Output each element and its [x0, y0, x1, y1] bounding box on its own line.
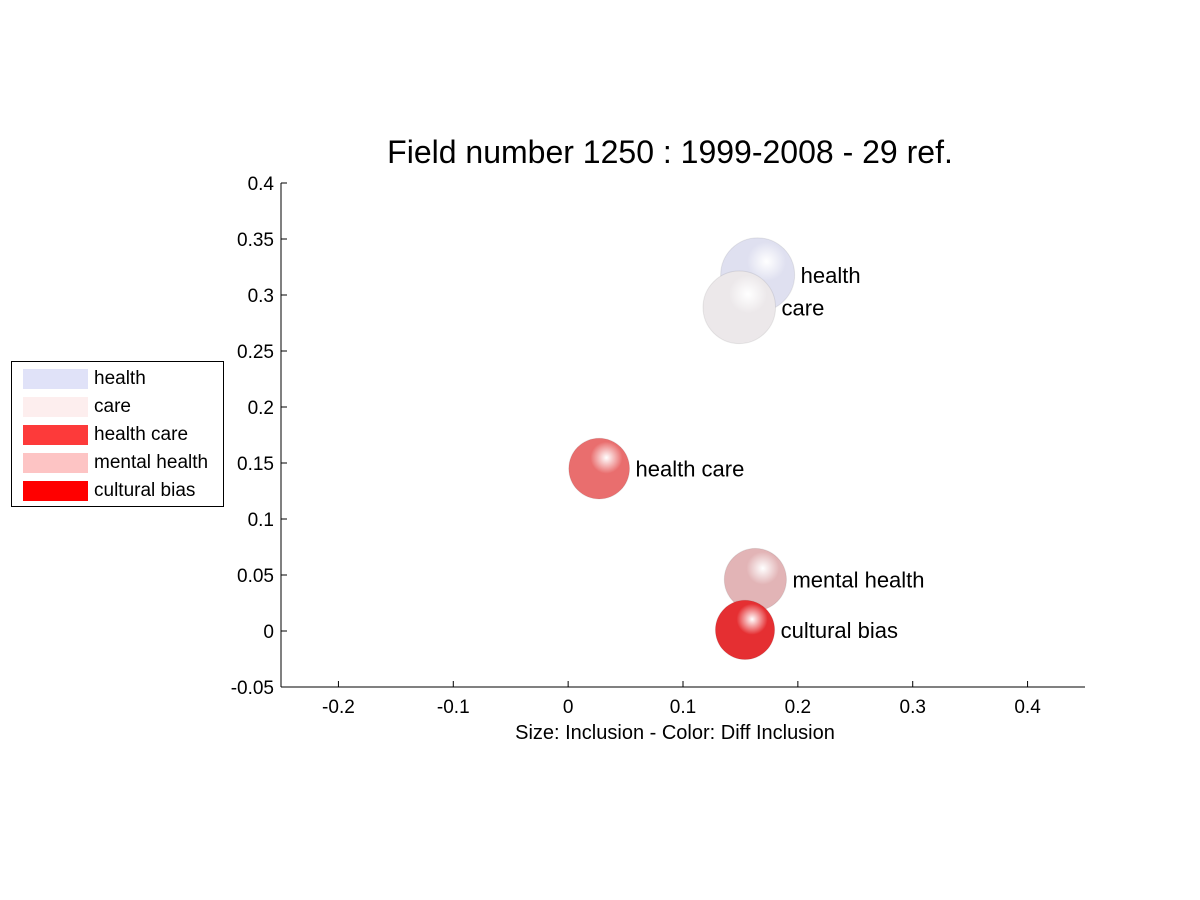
x-axis-label: Size: Inclusion - Color: Diff Inclusion — [515, 722, 835, 744]
x-tick-label: -0.1 — [437, 697, 470, 718]
legend-entry: cultural bias — [23, 480, 196, 501]
legend-label: health — [94, 368, 146, 389]
y-tick-label: -0.05 — [231, 678, 274, 699]
bubble-point — [715, 600, 775, 660]
bubble-label: mental health — [792, 567, 924, 592]
y-tick-label: 0.3 — [248, 286, 274, 307]
chart-title: Field number 1250 : 1999-2008 - 29 ref. — [387, 134, 953, 170]
bubble-label: care — [782, 295, 825, 320]
bubble-label: health care — [635, 457, 744, 482]
legend-entry: health care — [23, 424, 189, 445]
y-tick-label: 0.2 — [248, 398, 274, 419]
bubble-point — [703, 271, 776, 344]
x-tick-label: 0.4 — [1014, 697, 1041, 718]
legend-label: health care — [94, 424, 189, 445]
legend-swatch — [23, 369, 88, 389]
x-tick-label: 0 — [563, 697, 574, 718]
y-tick-label: 0.15 — [237, 454, 274, 475]
y-tick-label: 0.4 — [248, 174, 275, 195]
bubble-point — [568, 438, 630, 499]
bubble-point — [724, 548, 787, 611]
x-tick-label: 0.3 — [900, 697, 926, 718]
legend-swatch — [23, 425, 88, 445]
legend-swatch — [23, 481, 88, 501]
legend-entry: care — [23, 396, 131, 417]
bubble-outline — [714, 599, 776, 660]
bubbles: health care health care mental health cultur… — [568, 237, 925, 660]
x-tick-label: -0.2 — [322, 697, 355, 718]
legend-label: cultural bias — [94, 480, 196, 501]
y-tick-label: 0.05 — [237, 566, 274, 587]
legend-entry: health — [23, 368, 146, 389]
legend-label: mental health — [94, 452, 209, 473]
y-tick-label: 0.35 — [237, 230, 274, 251]
legend-entry: mental health — [23, 452, 209, 473]
bubble-outline — [568, 437, 630, 500]
y-tick-label: 0 — [263, 622, 274, 643]
x-tick-label: 0.2 — [785, 697, 811, 718]
axes: -0.2 -0.1 0 0.1 0.2 0.3 0.4 -0.05 0 0.05 0.1 0.15 0.… — [231, 174, 1085, 718]
legend-swatch — [23, 453, 88, 473]
bubble-label: health — [801, 263, 861, 288]
y-tick-label: 0.25 — [237, 342, 274, 363]
y-tick-label: 0.1 — [248, 510, 274, 531]
x-tick-label: 0.1 — [670, 697, 696, 718]
bubble-label: cultural bias — [781, 618, 898, 643]
legend-label: care — [94, 396, 131, 417]
bubble-outline — [702, 270, 777, 345]
legend-swatch — [23, 397, 88, 417]
